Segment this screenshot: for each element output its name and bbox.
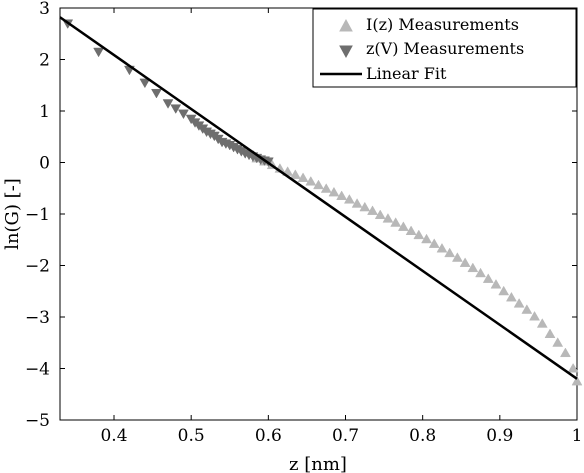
y-axis-label: ln(G) [-]	[2, 178, 23, 250]
i-z-point	[390, 217, 402, 227]
i-z-point	[552, 337, 564, 347]
x-axis-ticks: 0.4 0.5 0.6 0.7 0.8 0.9 1	[100, 8, 582, 446]
i-z-point	[343, 194, 355, 204]
i-z-point	[571, 375, 583, 386]
y-axis-ticks: 3 2 1 0 −1 −2 −3 −4 −5	[25, 0, 577, 431]
x-axis-label: z [nm]	[289, 454, 347, 473]
legend: I(z) Measurements z(V) Measurements Line…	[312, 8, 577, 88]
i-z-point	[559, 347, 571, 358]
i-z-point	[505, 291, 517, 302]
i-z-point	[382, 213, 394, 223]
i-z-point	[374, 209, 386, 220]
x-tick-label: 0.5	[178, 426, 205, 446]
z-v-point	[178, 109, 189, 120]
y-tick-label: −5	[25, 411, 50, 431]
i-z-point	[351, 198, 363, 208]
y-tick-label: −2	[25, 257, 50, 277]
i-z-point	[444, 247, 456, 258]
x-tick-label: 0.8	[409, 426, 436, 446]
i-z-point	[297, 172, 309, 182]
i-z-point	[490, 279, 502, 289]
i-z-point	[428, 238, 440, 248]
i-z-point	[544, 328, 556, 338]
linear-fit-line	[59, 16, 578, 380]
legend-label-z-v: z(V) Measurements	[366, 39, 524, 58]
y-tick-label: 3	[39, 0, 50, 19]
legend-marker-z-v	[339, 45, 353, 59]
i-z-point	[367, 205, 378, 215]
i-z-point	[513, 298, 525, 308]
i-z-point	[320, 183, 332, 193]
x-tick-label: 0.7	[332, 426, 359, 446]
i-z-point	[467, 262, 479, 273]
y-tick-label: −3	[25, 308, 50, 328]
i-z-point	[521, 304, 533, 314]
i-z-point	[359, 201, 371, 212]
y-tick-label: 2	[39, 51, 50, 71]
z-v-point	[151, 88, 162, 99]
i-z-point	[536, 318, 548, 328]
i-z-point	[413, 229, 425, 240]
legend-label-linear-fit: Linear Fit	[366, 64, 447, 83]
i-z-point	[475, 267, 486, 278]
z-v-point	[170, 104, 182, 114]
i-z-point	[459, 257, 471, 267]
i-z-point	[397, 221, 409, 231]
y-tick-label: 0	[39, 154, 50, 174]
z-v-point	[93, 47, 105, 58]
y-tick-label: 1	[39, 102, 50, 122]
i-z-point	[498, 285, 510, 296]
i-z-point	[482, 273, 494, 283]
i-z-point	[436, 243, 448, 253]
i-z-point	[405, 225, 417, 235]
x-tick-label: 1	[572, 426, 583, 446]
i-z-point	[451, 252, 463, 262]
legend-label-i-z: I(z) Measurements	[366, 15, 519, 34]
x-tick-label: 0.9	[486, 426, 513, 446]
series-layer	[59, 16, 583, 386]
z-v-point	[139, 78, 151, 89]
y-tick-label: −1	[25, 205, 50, 225]
i-z-point	[529, 310, 540, 321]
i-z-point	[328, 186, 340, 197]
z-v-point	[162, 99, 174, 109]
i-z-point	[336, 190, 348, 200]
x-tick-label: 0.6	[255, 426, 282, 446]
i-z-point	[305, 176, 317, 186]
i-z-point	[313, 179, 324, 190]
y-tick-label: −4	[25, 360, 50, 380]
x-tick-label: 0.4	[100, 426, 127, 446]
legend-marker-i-z	[339, 18, 353, 32]
i-z-point	[567, 362, 579, 373]
i-z-point	[421, 233, 432, 244]
i-z-point	[289, 169, 301, 179]
